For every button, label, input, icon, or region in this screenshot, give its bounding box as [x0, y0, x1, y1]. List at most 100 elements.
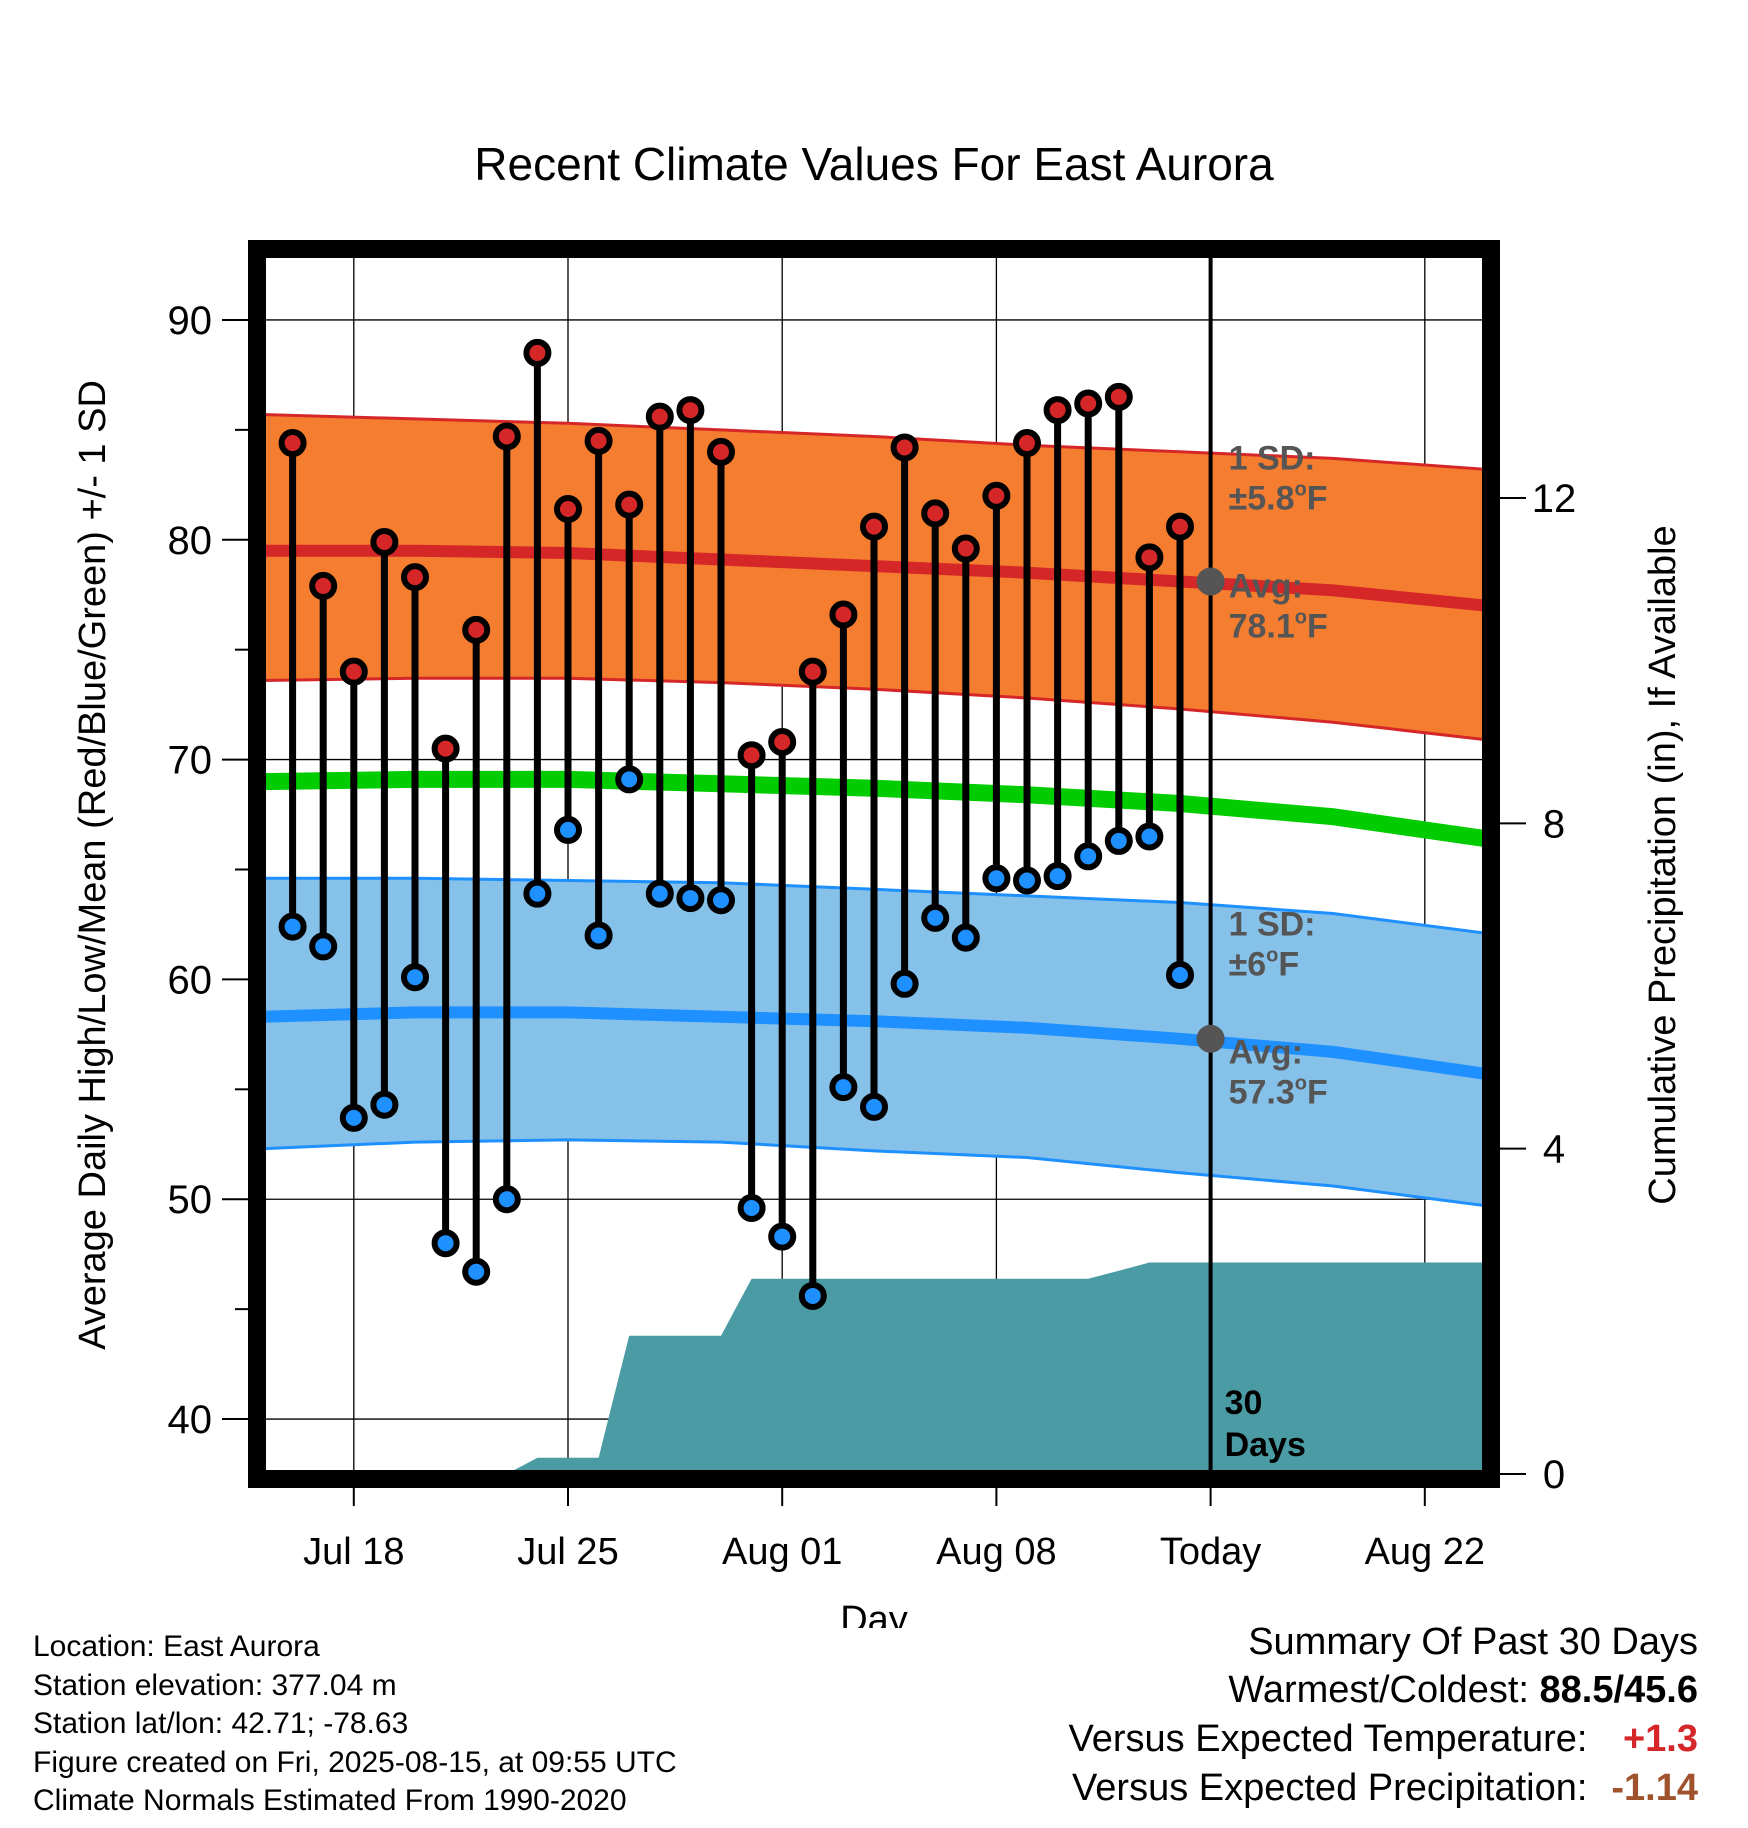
figure-created: Figure created on Fri, 2025-08-15, at 09… — [33, 1745, 677, 1779]
daily-low-point — [707, 886, 735, 915]
daily-low-point — [798, 1281, 827, 1310]
daily-high-point — [1074, 389, 1103, 418]
daily-low-point — [523, 879, 552, 908]
daily-low-point — [645, 879, 674, 908]
daily-high-point — [676, 396, 705, 425]
daily-high-point — [584, 426, 613, 455]
daily-high-point — [492, 422, 521, 451]
daily-high-point — [737, 741, 766, 770]
warm-cold-value: 88.5/45.6 — [1539, 1669, 1698, 1711]
daily-low-point — [462, 1257, 491, 1286]
high-annotation-avg-label: Avg: — [1229, 567, 1303, 605]
climate-chart: Recent Climate Values For East Aurora 1 … — [72, 138, 1684, 1628]
x-tick-label: Today — [1160, 1531, 1261, 1573]
chart-title: Recent Climate Values For East Aurora — [474, 138, 1274, 190]
high-annotation-avg-unit: F — [1307, 607, 1328, 645]
station-info: Location: East Aurora Station elevation:… — [33, 1628, 677, 1821]
daily-high-point — [462, 615, 491, 644]
summary-temp-row: Versus Expected Temperature: +1.3 — [1069, 1715, 1698, 1764]
daily-high-point — [798, 657, 827, 686]
daily-high-point — [309, 571, 338, 600]
daily-low-point — [676, 884, 705, 913]
y-tick-label: 50 — [168, 1178, 213, 1222]
daily-high-point — [921, 499, 950, 528]
low-annotation-avg-degree: o — [1295, 1072, 1307, 1094]
daily-low-point — [584, 921, 613, 950]
y2-tick-label: 0 — [1543, 1453, 1565, 1497]
summary-title: Summary Of Past 30 Days — [1248, 1621, 1698, 1663]
daily-low-point — [829, 1073, 858, 1102]
daily-high-point — [1043, 396, 1072, 425]
x-tick-label: Jul 25 — [517, 1531, 618, 1573]
daily-high-point — [615, 490, 644, 519]
y2-tick-label: 12 — [1532, 477, 1577, 521]
daily-high-point — [1104, 382, 1133, 411]
daily-high-point — [645, 402, 674, 431]
high-annotation-sd-value: ±5.8oF — [1229, 478, 1328, 517]
high-annotation-avg-degree: o — [1295, 606, 1307, 628]
daily-low-point — [1043, 862, 1072, 891]
x-tick-label: Aug 01 — [722, 1531, 842, 1573]
high-annotation-sd-unit: F — [1307, 479, 1328, 517]
summary-panel: Summary Of Past 30 Days Warmest/Coldest:… — [1069, 1618, 1698, 1813]
daily-high-point — [707, 437, 735, 466]
y2-axis-label: Cumulative Precipitation (in), If Availa… — [1642, 525, 1684, 1204]
y-tick-label: 40 — [168, 1398, 213, 1442]
temp-anomaly-value: +1.3 — [1622, 1718, 1698, 1760]
plot-frame — [248, 240, 1500, 1488]
x-tick-label: Aug 22 — [1365, 1531, 1485, 1573]
daily-low-point — [339, 1103, 368, 1132]
daily-low-point — [768, 1222, 797, 1251]
daily-low-point — [921, 903, 950, 932]
daily-high-point — [523, 338, 552, 367]
station-latlon: Station lat/lon: 42.71; -78.63 — [33, 1707, 409, 1740]
normal-high-upper-line — [262, 413, 1486, 471]
daily-low-point — [1104, 826, 1133, 855]
precip-days-word: Days — [1225, 1426, 1306, 1464]
daily-high-point — [890, 433, 919, 462]
y-tick-label: 60 — [168, 958, 213, 1002]
today-low-normal-marker — [1196, 1024, 1225, 1053]
y-tick-label: 70 — [168, 739, 213, 783]
low-annotation-sd-unit: F — [1278, 945, 1299, 983]
daily-low-point — [890, 969, 919, 998]
daily-high-point — [1166, 512, 1194, 541]
station-location: Location: East Aurora — [33, 1630, 320, 1663]
daily-high-point — [554, 494, 582, 523]
y-tick-label: 90 — [168, 299, 213, 343]
high-annotation-sd-degree: o — [1295, 478, 1307, 500]
daily-high-point — [431, 734, 460, 763]
high-annotation-avg-value: 78.1oF — [1229, 606, 1328, 645]
daily-high-point — [1013, 429, 1041, 458]
daily-low-point — [1135, 822, 1164, 851]
daily-low-point — [431, 1229, 460, 1258]
precip-anomaly-label: Versus Expected Precipitation: — [1072, 1767, 1588, 1809]
high-annotation-sd-label: 1 SD: — [1229, 439, 1316, 477]
warm-cold-label: Warmest/Coldest: — [1228, 1669, 1529, 1711]
daily-low-point — [737, 1194, 766, 1223]
x-tick-label: Jul 18 — [303, 1531, 404, 1573]
daily-high-point — [951, 534, 980, 563]
normal-low-lower-line — [262, 1138, 1486, 1208]
daily-high-point — [982, 481, 1011, 510]
temp-anomaly-label: Versus Expected Temperature: — [1068, 1718, 1588, 1760]
daily-low-point — [951, 923, 980, 952]
low-annotation-sd-value: ±6oF — [1229, 944, 1300, 983]
daily-high-point — [860, 512, 888, 541]
daily-high-point — [278, 429, 307, 458]
daily-low-point — [860, 1092, 888, 1121]
daily-low-point — [1013, 866, 1041, 895]
daily-low-point — [278, 912, 307, 941]
y2-tick-label: 4 — [1543, 1128, 1565, 1172]
precip-area — [506, 1262, 1486, 1474]
precip-days-number: 30 — [1225, 1384, 1263, 1422]
daily-low-point — [401, 963, 429, 992]
x-tick-label: Aug 08 — [936, 1531, 1056, 1573]
y-tick-label: 80 — [168, 519, 213, 563]
station-elevation: Station elevation: 377.04 m — [33, 1668, 397, 1702]
low-annotation-sd-degree: o — [1266, 944, 1278, 966]
daily-high-point — [1135, 543, 1164, 572]
daily-low-point — [370, 1090, 399, 1119]
low-annotation-avg-label: Avg: — [1229, 1033, 1303, 1071]
low-annotation-sd-label: 1 SD: — [1229, 905, 1316, 943]
